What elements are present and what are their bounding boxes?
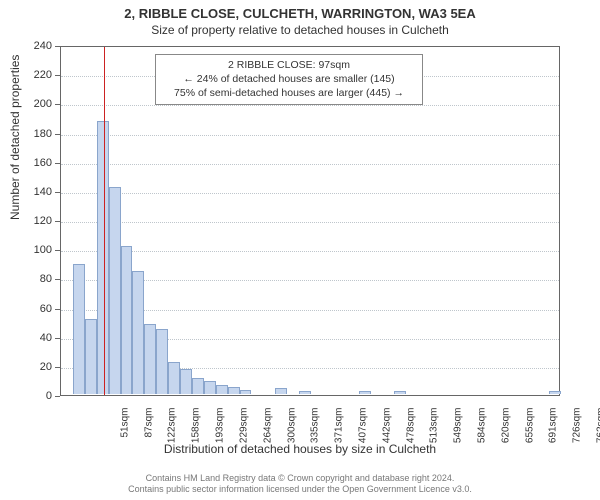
histogram-bar	[180, 369, 192, 394]
histogram-bar	[359, 391, 371, 394]
histogram-bar	[216, 385, 228, 394]
histogram-bar	[192, 378, 204, 394]
ytick-label: 0	[12, 390, 52, 402]
gridline	[61, 251, 559, 252]
histogram-bar	[240, 390, 252, 394]
ytick-label: 60	[12, 303, 52, 315]
histogram-bar	[97, 121, 109, 394]
footer-text: Contains HM Land Registry data © Crown c…	[0, 473, 600, 496]
annotation-line2: ← 24% of detached houses are smaller (14…	[162, 72, 416, 86]
annotation-line3: 75% of semi-detached houses are larger (…	[162, 86, 416, 100]
ytick-mark	[55, 46, 60, 47]
histogram-bar	[204, 381, 216, 394]
histogram-bar	[144, 324, 156, 394]
ytick-mark	[55, 75, 60, 76]
ytick-label: 240	[12, 40, 52, 52]
gridline	[61, 164, 559, 165]
ytick-label: 160	[12, 157, 52, 169]
ytick-mark	[55, 221, 60, 222]
x-axis-label: Distribution of detached houses by size …	[0, 442, 600, 456]
ytick-label: 220	[12, 69, 52, 81]
histogram-bar	[275, 388, 287, 394]
histogram-bar	[121, 246, 133, 394]
ytick-label: 100	[12, 244, 52, 256]
footer-line1: Contains HM Land Registry data © Crown c…	[0, 473, 600, 485]
ytick-label: 180	[12, 128, 52, 140]
histogram-bar	[109, 187, 121, 394]
chart-title: 2, RIBBLE CLOSE, CULCHETH, WARRINGTON, W…	[0, 0, 600, 21]
histogram-bar	[228, 387, 240, 394]
gridline	[61, 222, 559, 223]
ytick-mark	[55, 192, 60, 193]
histogram-bar	[73, 264, 85, 395]
histogram-bar	[394, 391, 406, 394]
ytick-mark	[55, 163, 60, 164]
histogram-bar	[132, 271, 144, 394]
footer-line2: Contains public sector information licen…	[0, 484, 600, 496]
ytick-mark	[55, 309, 60, 310]
ytick-mark	[55, 250, 60, 251]
histogram-bar	[549, 391, 561, 394]
ytick-mark	[55, 279, 60, 280]
histogram-bar	[85, 319, 97, 394]
chart-subtitle: Size of property relative to detached ho…	[0, 21, 600, 41]
gridline	[61, 193, 559, 194]
ytick-label: 140	[12, 186, 52, 198]
histogram-bar	[299, 391, 311, 394]
gridline	[61, 105, 559, 106]
chart-area: 2 RIBBLE CLOSE: 97sqm ← 24% of detached …	[60, 46, 560, 396]
ytick-label: 200	[12, 98, 52, 110]
histogram-bar	[168, 362, 180, 394]
gridline	[61, 135, 559, 136]
ytick-label: 40	[12, 332, 52, 344]
ytick-mark	[55, 104, 60, 105]
chart-container: 2, RIBBLE CLOSE, CULCHETH, WARRINGTON, W…	[0, 0, 600, 500]
annotation-box: 2 RIBBLE CLOSE: 97sqm ← 24% of detached …	[155, 54, 423, 105]
ytick-mark	[55, 367, 60, 368]
ytick-mark	[55, 134, 60, 135]
ytick-mark	[55, 338, 60, 339]
ytick-label: 80	[12, 273, 52, 285]
ytick-label: 20	[12, 361, 52, 373]
annotation-line1: 2 RIBBLE CLOSE: 97sqm	[162, 58, 416, 72]
ytick-mark	[55, 396, 60, 397]
ytick-label: 120	[12, 215, 52, 227]
histogram-bar	[156, 329, 168, 394]
marker-line	[104, 47, 105, 395]
